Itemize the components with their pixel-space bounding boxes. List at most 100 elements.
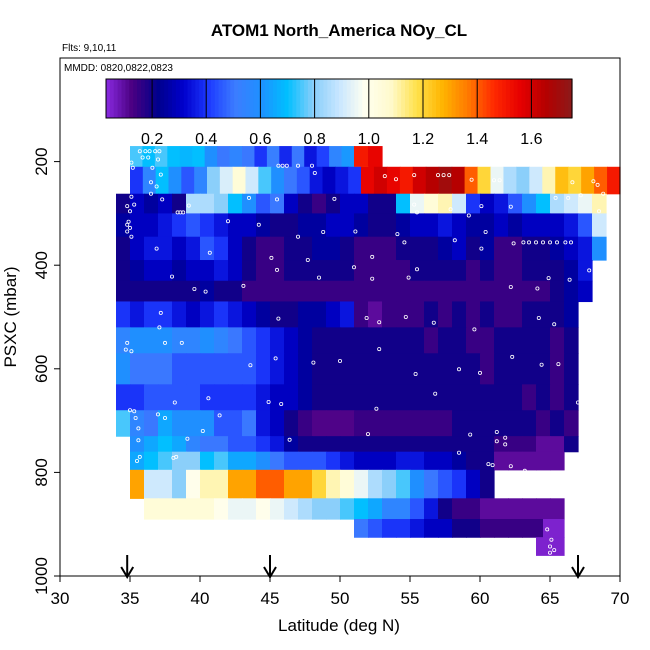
- colorbar-swatch: [490, 79, 495, 118]
- observation-point: [276, 163, 281, 168]
- observation-point: [160, 197, 165, 202]
- colorbar-swatch: [463, 79, 468, 118]
- colorbar-swatch: [478, 79, 484, 118]
- heatmap-cell: [410, 280, 425, 303]
- heatmap-cell: [144, 236, 159, 261]
- heatmap-cell: [382, 410, 397, 437]
- heatmap-cell: [340, 193, 355, 214]
- observation-point: [472, 327, 477, 332]
- observation-point: [157, 325, 162, 330]
- heatmap-cell: [158, 280, 173, 303]
- heatmap-cell: [354, 498, 369, 520]
- colorbar-swatch: [373, 79, 379, 118]
- observation-point: [490, 463, 495, 468]
- heatmap-cell: [480, 436, 495, 453]
- heatmap-cell: [438, 280, 453, 303]
- heatmap-cell: [452, 519, 467, 538]
- observation-point: [274, 197, 279, 202]
- heatmap-cell: [340, 436, 355, 453]
- observation-point: [146, 155, 151, 160]
- heatmap-cell: [270, 236, 285, 261]
- heatmap-cell: [144, 213, 159, 238]
- heatmap-cell: [396, 260, 411, 282]
- observation-point: [479, 246, 484, 251]
- heatmap-cell: [144, 384, 159, 411]
- colorbar-swatch: [552, 79, 558, 118]
- heatmap-cell: [172, 498, 187, 520]
- heatmap-cell: [214, 193, 229, 214]
- observation-point: [521, 240, 526, 245]
- heatmap-cell: [452, 451, 467, 471]
- heatmap-cell: [186, 327, 201, 354]
- heatmap-cell: [410, 236, 425, 261]
- heatmap-cell: [438, 410, 453, 437]
- colorbar-swatch: [397, 79, 402, 118]
- heatmap-cell: [382, 519, 397, 538]
- heatmap-cell: [536, 260, 551, 282]
- heatmap-cell: [228, 384, 243, 411]
- heatmap-cell: [466, 280, 481, 303]
- colorbar-swatch: [311, 79, 317, 118]
- heatmap-cell: [494, 384, 509, 411]
- heatmap-cell: [410, 193, 425, 214]
- heatmap-cell: [192, 146, 206, 168]
- heatmap-cell: [438, 301, 453, 328]
- heatmap-cell: [494, 519, 509, 538]
- heatmap-cell: [284, 498, 299, 520]
- observation-point: [192, 286, 197, 291]
- heatmap-cell: [410, 469, 425, 499]
- colorbar-swatch: [564, 79, 569, 118]
- observation-point: [203, 289, 208, 294]
- colorbar-swatch: [432, 79, 437, 118]
- heatmap-cell: [298, 301, 313, 328]
- heatmap-cell: [438, 213, 453, 238]
- heatmap-cell: [245, 166, 259, 195]
- heatmap-cell: [396, 410, 411, 437]
- observation-point: [548, 544, 553, 549]
- heatmap-cell: [564, 353, 579, 385]
- heatmap-cell: [396, 236, 411, 261]
- colorbar-swatch: [498, 79, 503, 118]
- heatmap-cell: [508, 498, 523, 520]
- x-tick-label: 60: [471, 589, 490, 608]
- observation-point: [466, 213, 471, 218]
- observation-point: [403, 314, 408, 319]
- heatmap-cell: [396, 327, 411, 354]
- x-tick-label: 50: [331, 589, 350, 608]
- observation-point: [269, 255, 274, 260]
- heatmap-cell: [214, 301, 229, 328]
- colorbar-swatch: [537, 79, 542, 118]
- heatmap-cell: [326, 353, 341, 385]
- colorbar-swatch: [133, 79, 138, 118]
- y-tick-label: 800: [32, 458, 51, 486]
- heatmap-cell: [242, 451, 257, 471]
- observation-point: [412, 202, 417, 207]
- colorbar-swatch: [482, 79, 488, 118]
- heatmap-cell: [144, 498, 159, 520]
- heatmap-cell: [279, 146, 293, 168]
- heatmap-cell: [466, 353, 481, 385]
- heatmap-cell: [494, 213, 509, 238]
- heatmap-cell: [452, 498, 467, 520]
- observation-point: [508, 204, 513, 209]
- observation-point: [546, 276, 551, 281]
- colorbar-swatch: [106, 79, 111, 118]
- colorbar-swatch: [304, 79, 309, 118]
- heatmap-cell: [284, 436, 299, 453]
- heatmap-cell: [158, 410, 173, 437]
- heatmap-cell: [228, 451, 243, 471]
- heatmap-cell: [550, 353, 565, 385]
- heatmap-cell: [550, 436, 565, 453]
- heatmap-cell: [522, 451, 537, 471]
- observation-point: [522, 468, 527, 473]
- heatmap-cell: [200, 213, 215, 238]
- heatmap-cell: [466, 451, 481, 471]
- heatmap-cell: [578, 260, 593, 282]
- heatmap-cell: [452, 301, 467, 328]
- observation-point: [181, 210, 186, 215]
- heatmap-cell: [270, 410, 285, 437]
- heatmap-cell: [232, 166, 247, 195]
- heatmap-cell: [256, 469, 271, 499]
- observation-point: [456, 367, 461, 372]
- observation-point: [127, 225, 132, 230]
